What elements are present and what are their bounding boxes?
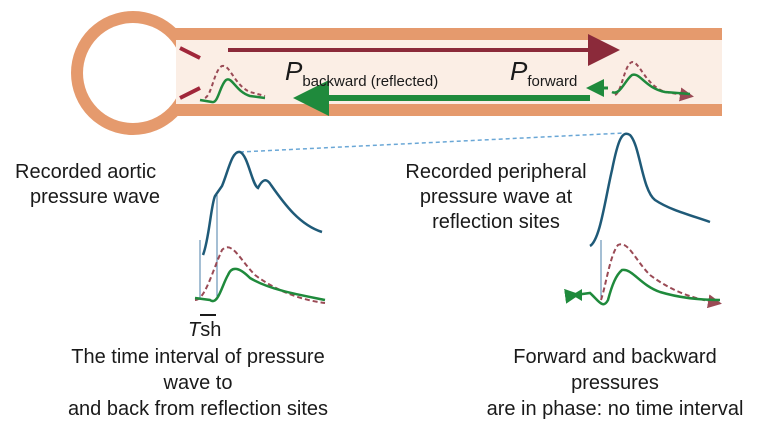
aortic-backward-wave bbox=[194, 267, 326, 303]
aortic-forward-wave bbox=[194, 246, 326, 304]
peripheral-label: reflection sites bbox=[432, 211, 560, 233]
heart-chamber bbox=[83, 23, 183, 123]
vessel-wave-backward bbox=[199, 78, 266, 104]
aortic-wave bbox=[201, 150, 323, 256]
symbol: P bbox=[285, 56, 303, 86]
peripheral-backward-wave bbox=[564, 268, 721, 306]
left-caption: The time interval of pressure bbox=[71, 346, 324, 368]
backward-label: Pbackward (reflected) bbox=[285, 56, 438, 90]
vessel-wave-forward-2 bbox=[614, 60, 694, 102]
valve bbox=[179, 46, 201, 100]
right-caption: Forward and backward bbox=[513, 346, 716, 368]
peripheral-label: Recorded peripheral bbox=[405, 161, 586, 183]
peripheral-wave bbox=[589, 132, 711, 248]
arrowhead bbox=[572, 289, 582, 301]
subscript: sh bbox=[200, 319, 221, 341]
symbol: P bbox=[510, 56, 528, 86]
peak-connector bbox=[239, 132, 625, 153]
aortic-label: pressure wave bbox=[30, 186, 160, 208]
left-caption: and back from reflection sites bbox=[68, 398, 328, 420]
symbol: T bbox=[188, 319, 202, 341]
subscript: backward (reflected) bbox=[302, 73, 438, 90]
right-caption: pressures bbox=[571, 372, 659, 394]
subscript: forward bbox=[527, 73, 577, 90]
forward-label: Pforward bbox=[510, 56, 577, 90]
aortic-label: Recorded aortic bbox=[15, 161, 156, 183]
peripheral-label: pressure wave at bbox=[420, 186, 573, 208]
vessel-wave-forward bbox=[204, 64, 266, 99]
right-caption: are in phase: no time interval bbox=[487, 398, 744, 420]
left-caption: wave to bbox=[163, 372, 233, 394]
tsh-label: Tsh bbox=[188, 319, 221, 341]
vessel-wave-backward-2 bbox=[611, 73, 691, 96]
branch-openings bbox=[705, 56, 722, 88]
